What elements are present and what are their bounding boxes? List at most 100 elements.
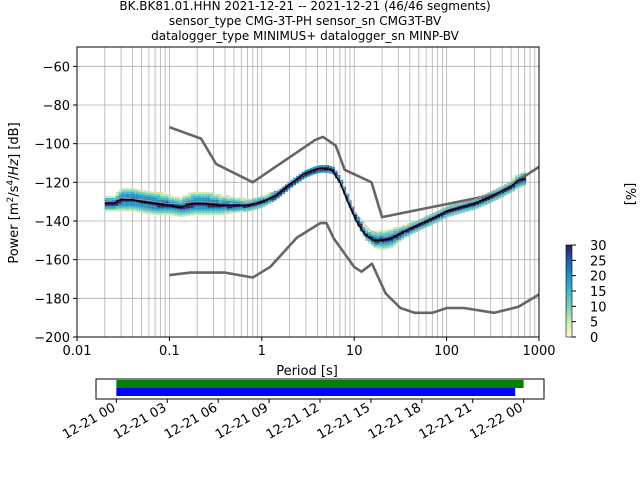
- density-cell: [467, 205, 471, 208]
- density-cell: [465, 206, 468, 209]
- density-cell: [368, 231, 371, 234]
- density-cell: [149, 204, 152, 207]
- density-cell: [431, 212, 435, 215]
- density-cell: [115, 199, 119, 202]
- density-cell: [171, 213, 175, 216]
- density-cell: [515, 178, 518, 181]
- density-cell: [215, 209, 219, 212]
- density-cell: [393, 230, 396, 233]
- density-cell: [201, 199, 205, 202]
- density-cell: [490, 200, 493, 203]
- density-cell: [151, 203, 155, 206]
- density-cell: [132, 190, 136, 192]
- density-cell: [174, 198, 177, 201]
- density-cell: [196, 195, 200, 198]
- density-cell: [520, 181, 524, 184]
- density-cell: [224, 210, 227, 213]
- density-cell: [412, 231, 416, 234]
- density-cell: [157, 205, 161, 208]
- density-cell: [243, 198, 247, 201]
- density-cell: [140, 197, 144, 200]
- density-cell: [190, 198, 194, 201]
- density-cell: [271, 200, 274, 203]
- density-cell: [509, 187, 513, 190]
- density-cell: [426, 225, 430, 227]
- density-cell: [412, 221, 416, 224]
- density-cell: [479, 201, 482, 204]
- density-cell: [115, 193, 119, 196]
- density-cell: [176, 210, 180, 213]
- density-cell: [140, 207, 144, 210]
- density-cell: [204, 201, 208, 204]
- density-cell: [193, 201, 197, 204]
- density-cell: [409, 228, 413, 231]
- density-cell: [293, 183, 297, 186]
- density-cell: [185, 210, 188, 213]
- density-cell: [124, 201, 127, 204]
- density-cell: [124, 193, 127, 196]
- density-cell: [232, 196, 236, 199]
- density-cell: [107, 195, 111, 198]
- density-cell: [163, 197, 166, 200]
- density-cell: [168, 193, 172, 196]
- density-cell: [196, 209, 200, 212]
- density-cell: [298, 177, 302, 180]
- density-cell: [362, 224, 366, 227]
- density-cell: [165, 205, 169, 208]
- density-cell: [390, 230, 394, 233]
- density-cell: [362, 228, 366, 231]
- density-cell: [154, 199, 158, 202]
- density-cell: [232, 198, 236, 200]
- density-cell: [509, 190, 513, 193]
- density-cell: [382, 232, 385, 235]
- density-cell: [126, 205, 130, 208]
- density-cell: [503, 193, 507, 196]
- density-cell: [107, 197, 111, 200]
- timeline-tick-label: 12-21 06: [162, 400, 220, 442]
- density-cell: [179, 207, 183, 210]
- density-cell: [151, 197, 155, 200]
- density-cell: [423, 226, 427, 229]
- density-cell: [484, 193, 488, 196]
- density-cell: [520, 185, 524, 188]
- density-cell: [395, 238, 399, 241]
- density-cell: [479, 203, 482, 206]
- density-cell: [229, 209, 233, 212]
- density-cell: [204, 193, 208, 196]
- density-cell: [226, 194, 230, 197]
- density-cell: [163, 193, 166, 196]
- density-cell: [218, 203, 222, 206]
- density-cell: [406, 222, 410, 225]
- density-cell: [199, 197, 202, 200]
- density-cell: [257, 206, 261, 209]
- density-cell: [384, 232, 388, 234]
- density-cell: [423, 222, 427, 225]
- density-cell: [212, 199, 216, 202]
- density-cell: [326, 164, 330, 167]
- density-cell: [171, 207, 175, 210]
- density-cell: [165, 199, 169, 202]
- density-cell: [517, 173, 521, 175]
- density-cell: [163, 205, 166, 208]
- density-cell: [165, 209, 169, 212]
- density-cell: [357, 218, 360, 221]
- timeline-bar: [116, 388, 516, 396]
- density-cell: [273, 198, 277, 201]
- density-cell: [423, 224, 427, 227]
- density-cell: [301, 171, 305, 174]
- density-cell: [210, 207, 213, 210]
- density-cell: [146, 200, 150, 203]
- density-cell: [196, 207, 200, 210]
- density-cell: [268, 199, 272, 202]
- density-cell: [135, 188, 139, 191]
- density-cell: [454, 211, 457, 214]
- density-cell: [492, 197, 496, 200]
- density-cell: [196, 193, 200, 196]
- density-cell: [168, 211, 172, 214]
- density-cell: [196, 192, 200, 194]
- density-cell: [251, 200, 255, 203]
- density-cell: [445, 213, 449, 216]
- density-cell: [492, 191, 496, 194]
- density-cell: [215, 199, 219, 202]
- density-cell: [129, 188, 133, 191]
